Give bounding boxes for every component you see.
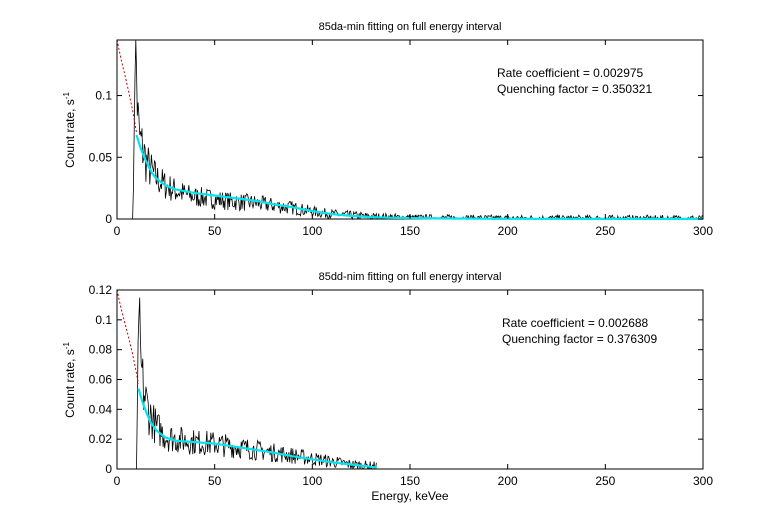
y-tick-label: 0	[105, 462, 112, 476]
y-axis-ticks: 0 0.05 0.1	[89, 89, 703, 226]
chart-panel-2: 85dd-nim fitting on full energy interval…	[62, 271, 713, 503]
x-tick-label: 250	[595, 474, 615, 488]
annotation-quenching-factor: Quenching factor = 0.376309	[502, 332, 657, 346]
series-group	[116, 39, 703, 221]
chart-panel-1: 85da-min fitting on full energy interval…	[62, 21, 713, 238]
y-tick-label: 0.06	[89, 373, 113, 387]
x-axis-label: Energy, keVee	[371, 489, 448, 503]
y-tick-label: 0	[105, 212, 112, 226]
x-tick-label: 200	[498, 224, 518, 238]
x-tick-label: 100	[302, 224, 322, 238]
y-tick-label: 0.04	[89, 402, 113, 416]
x-tick-label: 50	[208, 474, 222, 488]
x-tick-label: 150	[400, 474, 420, 488]
x-axis-ticks: 0 50 100 150 200 250 300	[114, 40, 713, 238]
x-tick-label: 50	[208, 224, 222, 238]
x-tick-label: 100	[302, 474, 322, 488]
chart-title: 85da-min fitting on full energy interval	[319, 21, 502, 33]
y-axis-ticks: 0 0.02 0.04 0.06 0.08 0.1 0.12	[89, 283, 703, 476]
annotation-quenching-factor: Quenching factor = 0.350321	[497, 82, 652, 96]
x-tick-label: 150	[400, 224, 420, 238]
y-tick-label: 0.1	[95, 89, 112, 103]
series-extrapolation	[116, 39, 137, 133]
series-group	[116, 289, 377, 470]
series-extrapolation	[116, 289, 139, 385]
x-tick-label: 300	[693, 224, 713, 238]
y-tick-label: 0.08	[89, 343, 113, 357]
series-fit	[135, 134, 703, 220]
y-tick-label: 0.1	[95, 313, 112, 327]
x-tick-label: 200	[498, 474, 518, 488]
series-fit	[137, 388, 377, 469]
annotation-rate-coefficient: Rate coefficient = 0.002688	[502, 316, 649, 330]
chart-title: 85dd-nim fitting on full energy interval	[319, 271, 502, 283]
x-tick-label: 0	[114, 474, 121, 488]
annotation-rate-coefficient: Rate coefficient = 0.002975	[497, 66, 644, 80]
y-tick-label: 0.05	[89, 150, 113, 164]
y-tick-label: 0.12	[89, 283, 113, 297]
y-axis-label: Count rate, s-1	[62, 92, 77, 168]
y-tick-label: 0.02	[89, 432, 113, 446]
x-tick-label: 0	[114, 224, 121, 238]
x-tick-label: 300	[693, 474, 713, 488]
x-tick-label: 250	[595, 224, 615, 238]
x-axis-ticks: 0 50 100 150 200 250 300	[114, 290, 713, 488]
y-axis-label: Count rate, s-1	[62, 342, 77, 418]
